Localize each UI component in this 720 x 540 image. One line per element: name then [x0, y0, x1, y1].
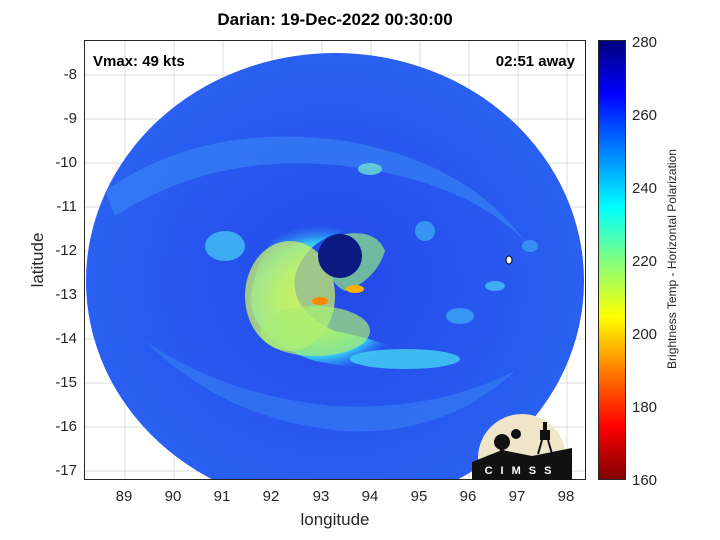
y-tick-label: -9: [63, 110, 77, 127]
x-tick-label: 90: [164, 488, 182, 505]
x-tick-label: 91: [213, 488, 231, 505]
colorbar-tick: 260: [632, 107, 658, 124]
x-tick-label: 96: [459, 488, 477, 505]
eye: [318, 234, 362, 278]
vmax-label: Vmax: 49 kts: [93, 53, 185, 70]
colorbar-tick: 160: [632, 472, 658, 489]
colorbar-tick: 280: [632, 34, 658, 51]
x-tick-label: 97: [508, 488, 526, 505]
x-tick-label: 93: [312, 488, 330, 505]
x-tick-label: 92: [262, 488, 280, 505]
colorbar-tick: 220: [632, 253, 658, 270]
map-plot-area: Vmax: 49 kts 02:51 away: [84, 40, 586, 480]
colorbar: [598, 40, 626, 480]
logo-text: CIMSS: [484, 465, 560, 477]
x-tick-label: 89: [115, 488, 133, 505]
warm-spot: [312, 297, 328, 305]
y-tick-label: -17: [55, 462, 77, 479]
x-tick-label: 98: [557, 488, 575, 505]
colorbar-tick: 180: [632, 399, 658, 416]
colorbar-label: Brightness Temp - Horizontal Polarizatio…: [665, 149, 679, 369]
cimss-logo-icon: [472, 414, 572, 480]
y-tick-label: -14: [55, 330, 77, 347]
time-away-label: 02:51 away: [495, 53, 575, 70]
storm-marker: [505, 255, 513, 265]
y-tick-label: -10: [55, 154, 77, 171]
y-tick-label: -15: [55, 374, 77, 391]
y-tick-label: -16: [55, 418, 77, 435]
map-title: Darian: 19-Dec-2022 00:30:00: [217, 10, 453, 29]
x-tick-label: 94: [361, 488, 379, 505]
colorbar-tick: 240: [632, 180, 658, 197]
y-axis-label: latitude: [28, 232, 47, 288]
y-tick-label: -11: [56, 198, 77, 215]
x-tick-label: 95: [410, 488, 428, 505]
y-tick-label: -13: [55, 286, 77, 303]
y-tick-label: -12: [55, 242, 77, 259]
x-axis-label: longitude: [300, 510, 370, 529]
y-tick-label: -8: [63, 66, 77, 83]
microwave-swath-image: [85, 41, 585, 479]
colorbar-tick: 200: [632, 326, 658, 343]
